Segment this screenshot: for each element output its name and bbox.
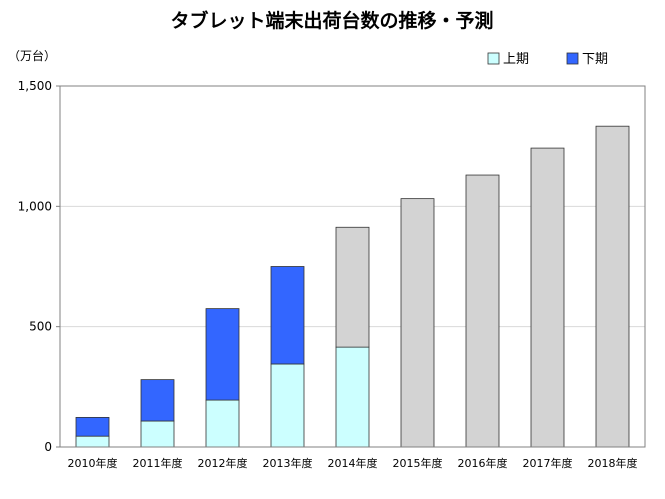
- bar-segment: [140, 379, 175, 422]
- bar-segment: [270, 363, 305, 448]
- legend-label-lower-half: 下期: [582, 52, 608, 67]
- bar-segment: [335, 226, 370, 348]
- x-tick-label: 2017年度: [523, 456, 573, 470]
- x-tick-label: 2010年度: [68, 456, 118, 470]
- x-tick-labels: 2010年度 2011年度 2012年度 2013年度 2014年度 2015年度 2016…: [68, 456, 638, 470]
- bar-segment: [205, 308, 240, 401]
- chart-title: タブレット端末出荷台数の推移・予測: [170, 9, 493, 32]
- x-tick-label: 2014年度: [328, 456, 378, 470]
- legend-swatch-lower-half: [566, 52, 579, 65]
- bars: [75, 125, 630, 448]
- bar-segment: [595, 125, 630, 448]
- bar-segment: [140, 420, 175, 448]
- y-tick-labels: 0 500 1,000 1,500: [18, 79, 52, 454]
- y-tick-label: 1,500: [18, 79, 52, 93]
- bar-segment: [335, 346, 370, 448]
- legend-swatch-upper-half: [487, 52, 500, 65]
- y-tick-label: 0: [44, 440, 52, 454]
- bar-segment: [465, 174, 500, 448]
- x-tick-label: 2012年度: [198, 456, 248, 470]
- x-tick-label: 2011年度: [133, 456, 183, 470]
- x-tick-label: 2018年度: [588, 456, 638, 470]
- x-tick-label: 2015年度: [393, 456, 443, 470]
- legend-label-upper-half: 上期: [503, 52, 529, 67]
- y-tick-label: 1,000: [18, 199, 52, 213]
- bar-segment: [400, 198, 435, 448]
- y-tick-label: 500: [29, 320, 52, 334]
- plot-frame: [59, 85, 646, 448]
- x-tick-label: 2016年度: [458, 456, 508, 470]
- bar-segment: [205, 399, 240, 448]
- y-axis-unit-label: （万台）: [8, 48, 56, 63]
- x-tick-label: 2013年度: [263, 456, 313, 470]
- bar-segment: [75, 435, 110, 448]
- bar-segment: [530, 147, 565, 448]
- bar-segment: [75, 416, 110, 437]
- bar-segment: [270, 266, 305, 365]
- legend: 上期 下期: [487, 52, 608, 67]
